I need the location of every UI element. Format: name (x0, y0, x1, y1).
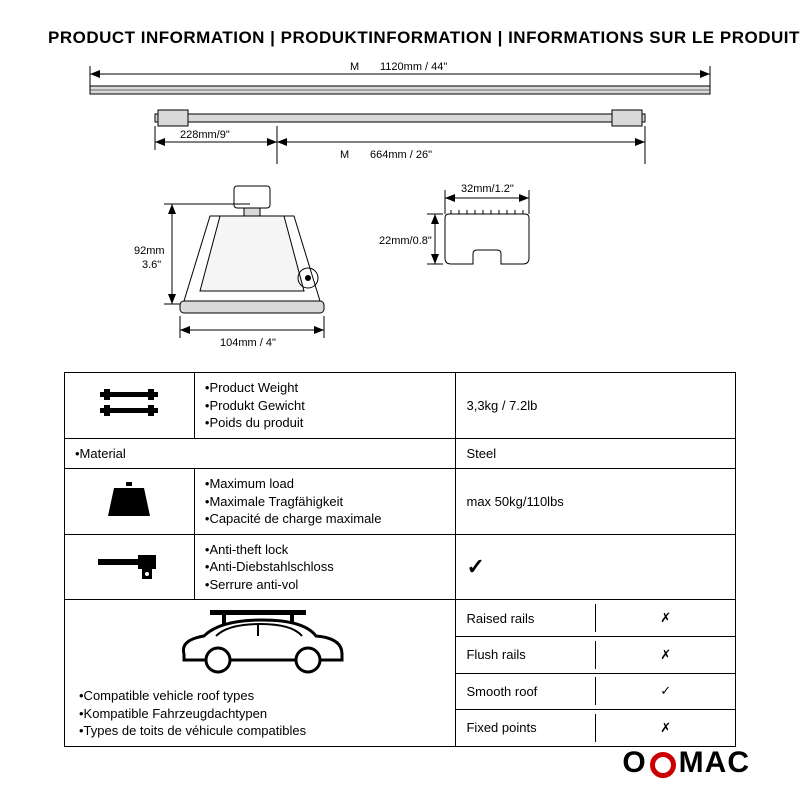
row-weight: •Product Weight •Produkt Gewicht •Poids … (65, 373, 736, 439)
compat-row-0-name: Raised rails (456, 604, 595, 632)
maxload-icon (65, 469, 195, 535)
dim-overall-marker: M (350, 61, 359, 73)
maxload-labels: •Maximum load •Maximale Tragfähigkeit •C… (194, 469, 456, 535)
dim-bar-width: 32mm/1.2" (461, 183, 514, 195)
dim-mid-marker: M (340, 149, 349, 161)
antitheft-labels: •Anti-theft lock •Anti-Diebstahlschloss … (194, 534, 456, 600)
dim-mid-span: 664mm / 26" (370, 149, 432, 161)
weight-value: 3,3kg / 7.2lb (456, 373, 736, 439)
page-title: PRODUCT INFORMATION | PRODUKTINFORMATION… (0, 0, 800, 48)
row-material: •Material Steel (65, 438, 736, 469)
maxload-value: max 50kg/110lbs (456, 469, 736, 535)
compat-cell: •Compatible vehicle roof types •Kompatib… (65, 600, 456, 746)
spec-table: •Product Weight •Produkt Gewicht •Poids … (64, 372, 736, 747)
compat-row-3-name: Fixed points (456, 714, 595, 742)
dim-foot-height: 92mm (134, 245, 165, 257)
dim-bar-height: 22mm/0.8" (379, 235, 432, 247)
svg-text:3.6": 3.6" (142, 259, 161, 271)
logo-text-post: MAC (679, 746, 750, 780)
compat-row-1-val: ✗ (596, 641, 735, 669)
compat-row-2-val: ✓ (596, 677, 735, 705)
compat-labels: •Compatible vehicle roof types •Kompatib… (75, 681, 445, 740)
dim-side-offset: 228mm/9" (180, 129, 230, 141)
material-label: •Material (65, 438, 456, 469)
compat-row-0-val: ✗ (596, 604, 735, 632)
antitheft-value: ✓ (456, 534, 736, 600)
weight-icon (65, 373, 195, 439)
compat-row-1-name: Flush rails (456, 641, 595, 669)
technical-drawing: M 1120mm / 44" 228mm/9" M 664mm / 26" 92… (50, 56, 750, 366)
row-maxload: •Maximum load •Maximale Tragfähigkeit •C… (65, 469, 736, 535)
antitheft-icon (65, 534, 195, 600)
dim-foot-width: 104mm / 4" (220, 337, 276, 349)
dim-overall-length: 1120mm / 44" (380, 61, 447, 73)
logo-ring-icon (650, 752, 676, 778)
weight-labels: •Product Weight •Produkt Gewicht •Poids … (194, 373, 456, 439)
row-antitheft: •Anti-theft lock •Anti-Diebstahlschloss … (65, 534, 736, 600)
row-compat-0: •Compatible vehicle roof types •Kompatib… (65, 600, 736, 637)
material-value: Steel (456, 438, 736, 469)
compat-row-2-name: Smooth roof (456, 677, 595, 705)
car-icon (170, 606, 350, 676)
brand-logo: O MAC (622, 746, 750, 780)
logo-text-pre: O (622, 746, 646, 780)
compat-row-3-val: ✗ (596, 714, 735, 742)
